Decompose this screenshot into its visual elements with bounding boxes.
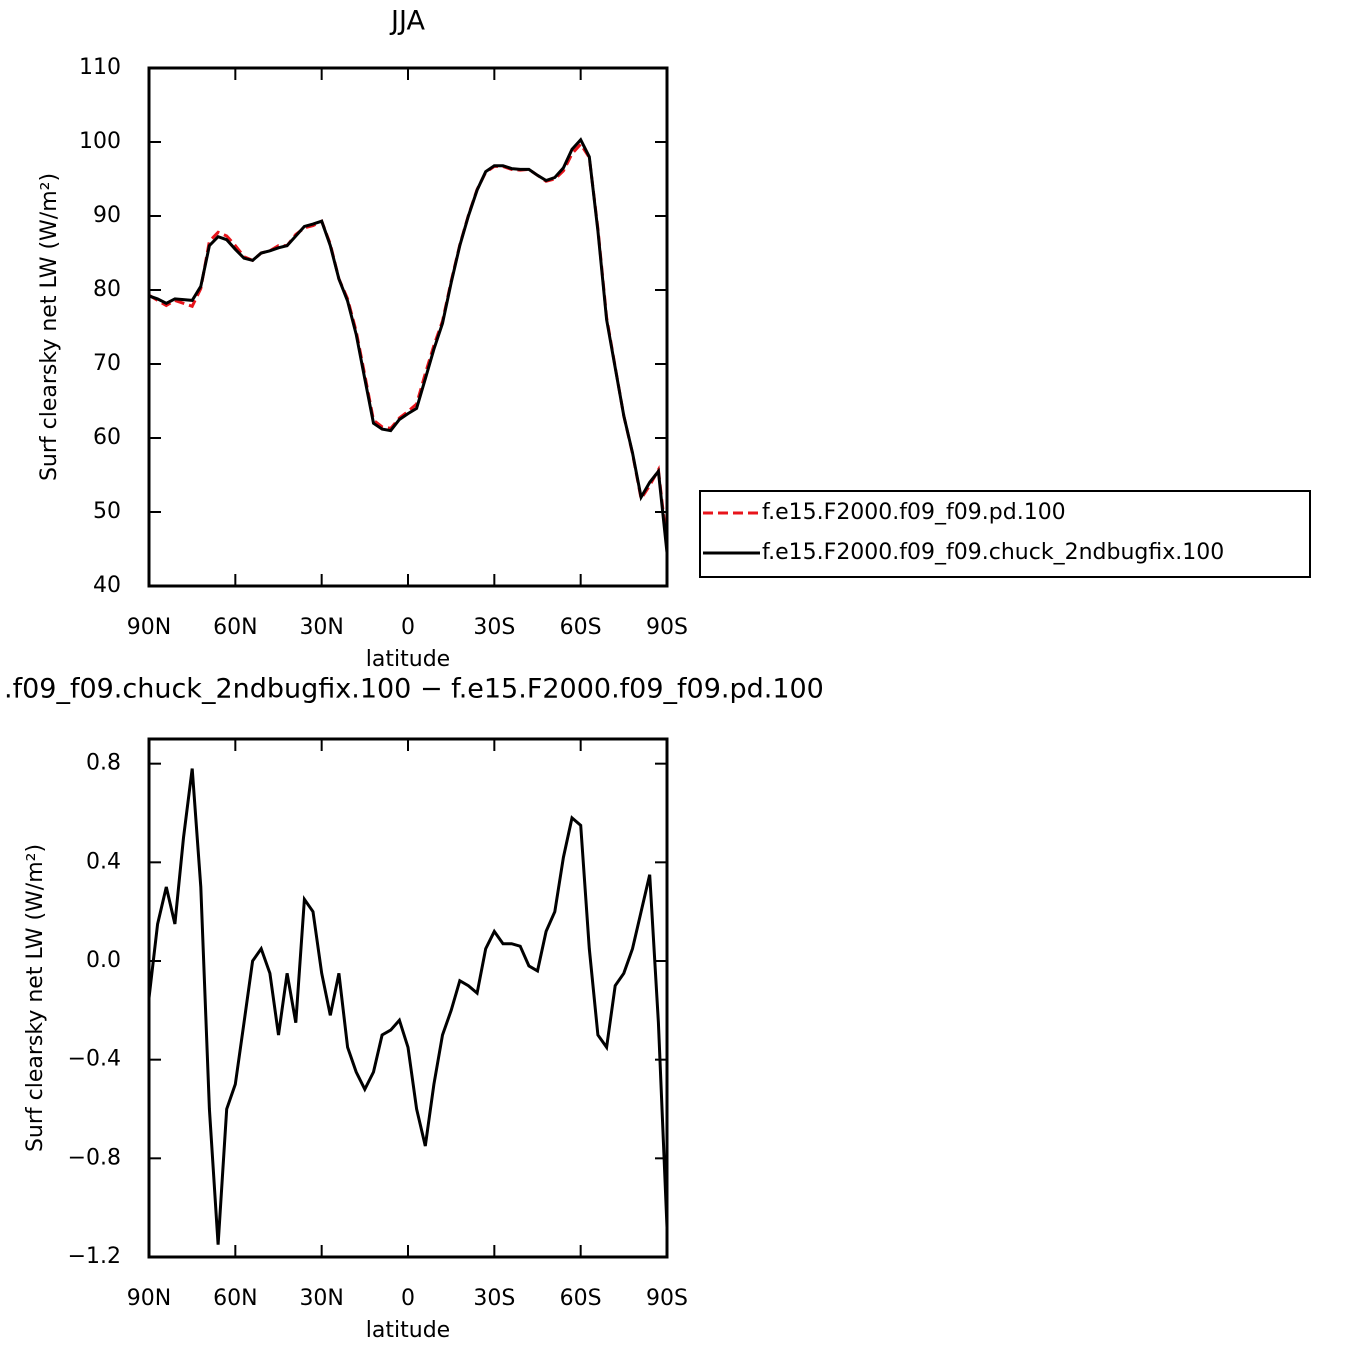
x-tick-label: 90N <box>127 1286 171 1311</box>
x-tick-label: 60S <box>560 615 602 640</box>
plot-frame <box>147 66 669 588</box>
y-tick-label: −0.8 <box>68 1145 121 1170</box>
y-tick-label: 40 <box>93 573 121 598</box>
legend-box <box>699 490 1311 578</box>
y-tick-label: 90 <box>93 203 121 228</box>
y-tick-label: 60 <box>93 425 121 450</box>
legend-label: f.e15.F2000.f09_f09.chuck_2ndbugfix.100 <box>762 540 1224 565</box>
x-tick-label: 90N <box>127 615 171 640</box>
plot-frame <box>147 737 669 1259</box>
chart-title: JJA <box>389 6 425 37</box>
x-tick-label: 90S <box>646 1286 688 1311</box>
x-axis-label: latitude <box>366 1318 450 1343</box>
legend-label: f.e15.F2000.f09_f09.pd.100 <box>762 500 1066 525</box>
y-tick-label: 80 <box>93 277 121 302</box>
x-tick-label: 0 <box>401 1286 415 1311</box>
x-tick-label: 90S <box>646 615 688 640</box>
x-tick-label: 60N <box>213 615 257 640</box>
chart-title: .f09_f09.chuck_2ndbugfix.100 − f.e15.F20… <box>4 674 824 705</box>
y-tick-label: −1.2 <box>68 1244 121 1269</box>
data-line <box>147 768 669 1245</box>
y-tick-label: 0.0 <box>86 948 121 973</box>
data-line <box>148 141 669 546</box>
x-tick-label: 30S <box>473 1286 515 1311</box>
y-tick-label: −0.4 <box>68 1047 121 1072</box>
y-tick-label: 0.4 <box>86 849 121 874</box>
data-line <box>148 137 669 553</box>
y-tick-label: 0.8 <box>86 751 121 776</box>
x-tick-label: 30N <box>299 1286 343 1311</box>
y-axis-label: Surf clearsky net LW (W/m²) <box>37 173 62 481</box>
x-tick-label: 60S <box>560 1286 602 1311</box>
x-tick-label: 60N <box>213 1286 257 1311</box>
x-tick-label: 30S <box>473 615 515 640</box>
x-tick-label: 0 <box>401 615 415 640</box>
y-tick-label: 100 <box>79 129 121 154</box>
y-tick-label: 110 <box>79 55 121 80</box>
x-axis-label: latitude <box>366 647 450 672</box>
x-tick-label: 30N <box>299 615 343 640</box>
y-tick-label: 50 <box>93 499 121 524</box>
y-tick-label: 70 <box>93 351 121 376</box>
y-axis-label: Surf clearsky net LW (W/m²) <box>23 844 48 1152</box>
